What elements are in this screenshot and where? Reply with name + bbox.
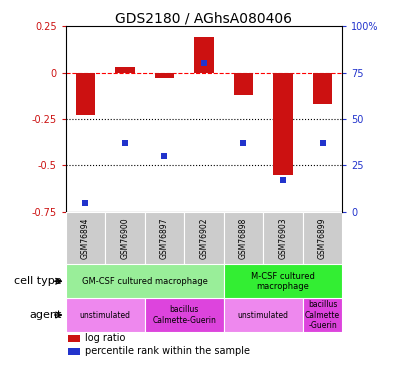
Text: cell type: cell type [14,276,62,286]
Bar [313,73,332,104]
Text: GSM76902: GSM76902 [199,217,209,259]
Title: GDS2180 / AGhsA080406: GDS2180 / AGhsA080406 [115,11,293,25]
Point [82,200,89,206]
Point [240,140,247,146]
Bar [273,73,293,175]
Text: M-CSF cultured
macrophage: M-CSF cultured macrophage [251,272,315,291]
Text: GSM76900: GSM76900 [121,217,129,259]
Text: bacillus
Calmette-Guerin: bacillus Calmette-Guerin [152,305,216,325]
Bar [224,212,263,264]
Text: log ratio: log ratio [85,333,125,343]
Bar [66,212,105,264]
Text: unstimulated: unstimulated [80,310,131,320]
Bar [76,73,95,116]
Bar [194,38,214,73]
Text: percentile rank within the sample: percentile rank within the sample [85,346,250,356]
Text: GSM76894: GSM76894 [81,217,90,259]
Bar [145,298,224,332]
Text: unstimulated: unstimulated [238,310,289,320]
Point [280,177,286,183]
Point [201,60,207,66]
Bar [224,298,303,332]
Text: GSM76897: GSM76897 [160,217,169,259]
Bar [68,334,80,342]
Point [122,140,128,146]
Bar [115,67,135,73]
Text: GM-CSF cultured macrophage: GM-CSF cultured macrophage [82,277,208,286]
Text: GSM76903: GSM76903 [279,217,287,259]
Bar [105,212,145,264]
Bar [303,212,342,264]
Bar [154,73,174,78]
Text: GSM76899: GSM76899 [318,217,327,259]
Bar [263,212,303,264]
Bar [66,298,145,332]
Point [161,153,168,159]
Bar [303,298,342,332]
Text: GSM76898: GSM76898 [239,217,248,259]
Bar [66,264,224,298]
Bar [145,212,184,264]
Point [319,140,326,146]
Text: agent: agent [29,310,62,320]
Bar [68,348,80,355]
Bar [234,73,254,95]
Bar [224,264,342,298]
Text: bacillus
Calmette
-Guerin: bacillus Calmette -Guerin [305,300,340,330]
Bar [184,212,224,264]
